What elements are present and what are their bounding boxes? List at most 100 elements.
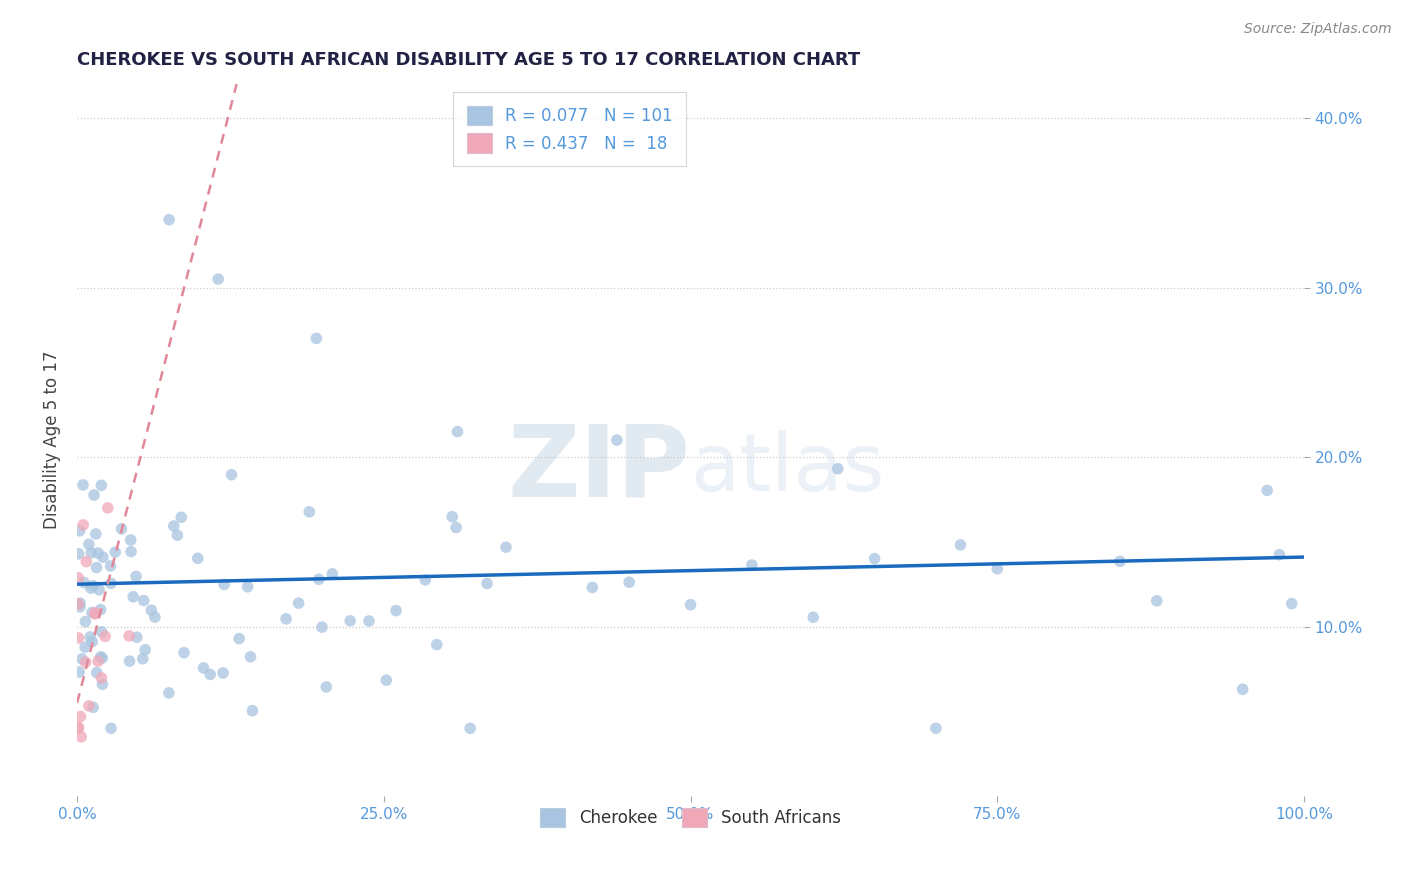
Point — [298, 505, 321, 519]
Point — [617, 575, 640, 590]
Point — [75, 615, 97, 629]
Point — [475, 576, 498, 591]
Point — [581, 581, 603, 595]
Point — [67, 631, 90, 645]
Point — [100, 721, 122, 735]
Legend: Cherokee, South Africans: Cherokee, South Africans — [534, 801, 848, 834]
Point — [125, 569, 148, 583]
Point — [827, 461, 849, 475]
Point — [143, 610, 166, 624]
Point — [157, 212, 180, 227]
Point — [801, 610, 824, 624]
Point — [82, 700, 104, 714]
Point — [949, 538, 972, 552]
Point — [72, 517, 94, 532]
Point — [1281, 597, 1303, 611]
Point — [82, 579, 104, 593]
Point — [242, 704, 264, 718]
Point — [357, 614, 380, 628]
Point — [157, 686, 180, 700]
Point — [495, 540, 517, 554]
Point — [141, 603, 163, 617]
Point — [69, 596, 91, 610]
Point — [100, 559, 122, 574]
Point — [173, 646, 195, 660]
Point — [83, 488, 105, 502]
Point — [166, 528, 188, 542]
Point — [1109, 554, 1132, 568]
Point — [87, 654, 110, 668]
Y-axis label: Disability Age 5 to 17: Disability Age 5 to 17 — [44, 351, 60, 529]
Point — [458, 721, 481, 735]
Point — [91, 550, 114, 565]
Point — [134, 642, 156, 657]
Point — [75, 555, 97, 569]
Point — [606, 433, 628, 447]
Point — [236, 580, 259, 594]
Point — [80, 606, 103, 620]
Point — [287, 596, 309, 610]
Point — [77, 698, 100, 713]
Point — [87, 546, 110, 560]
Point — [120, 544, 142, 558]
Point — [163, 519, 186, 533]
Point — [80, 546, 103, 560]
Point — [321, 566, 343, 581]
Point — [925, 721, 948, 735]
Point — [426, 638, 449, 652]
Point — [69, 709, 91, 723]
Point — [67, 547, 90, 561]
Point — [86, 560, 108, 574]
Point — [274, 612, 297, 626]
Point — [73, 575, 96, 590]
Point — [375, 673, 398, 688]
Point — [120, 533, 142, 547]
Point — [90, 478, 112, 492]
Point — [94, 629, 117, 643]
Text: ZIP: ZIP — [508, 420, 690, 517]
Point — [110, 522, 132, 536]
Point — [118, 629, 141, 643]
Point — [75, 655, 97, 669]
Point — [741, 558, 763, 572]
Point — [308, 572, 330, 586]
Point — [82, 634, 104, 648]
Point — [212, 577, 235, 591]
Point — [228, 632, 250, 646]
Point — [413, 573, 436, 587]
Point — [118, 654, 141, 668]
Point — [104, 545, 127, 559]
Point — [69, 599, 91, 614]
Point — [198, 667, 221, 681]
Point — [122, 590, 145, 604]
Point — [84, 527, 107, 541]
Point — [1256, 483, 1278, 498]
Point — [84, 606, 107, 620]
Point — [67, 571, 90, 585]
Point — [125, 630, 148, 644]
Point — [72, 478, 94, 492]
Point — [90, 649, 112, 664]
Point — [87, 582, 110, 597]
Point — [70, 652, 93, 666]
Point — [1146, 594, 1168, 608]
Point — [193, 661, 215, 675]
Point — [84, 607, 107, 621]
Point — [221, 467, 243, 482]
Point — [67, 721, 90, 735]
Point — [385, 604, 408, 618]
Point — [212, 665, 235, 680]
Point — [97, 500, 120, 515]
Point — [90, 671, 112, 685]
Point — [441, 509, 464, 524]
Point — [70, 730, 93, 744]
Text: Source: ZipAtlas.com: Source: ZipAtlas.com — [1244, 22, 1392, 37]
Point — [69, 524, 91, 538]
Point — [315, 680, 337, 694]
Point — [679, 598, 702, 612]
Point — [79, 630, 101, 644]
Point — [863, 551, 886, 566]
Point — [986, 562, 1008, 576]
Point — [1232, 682, 1254, 697]
Point — [446, 425, 468, 439]
